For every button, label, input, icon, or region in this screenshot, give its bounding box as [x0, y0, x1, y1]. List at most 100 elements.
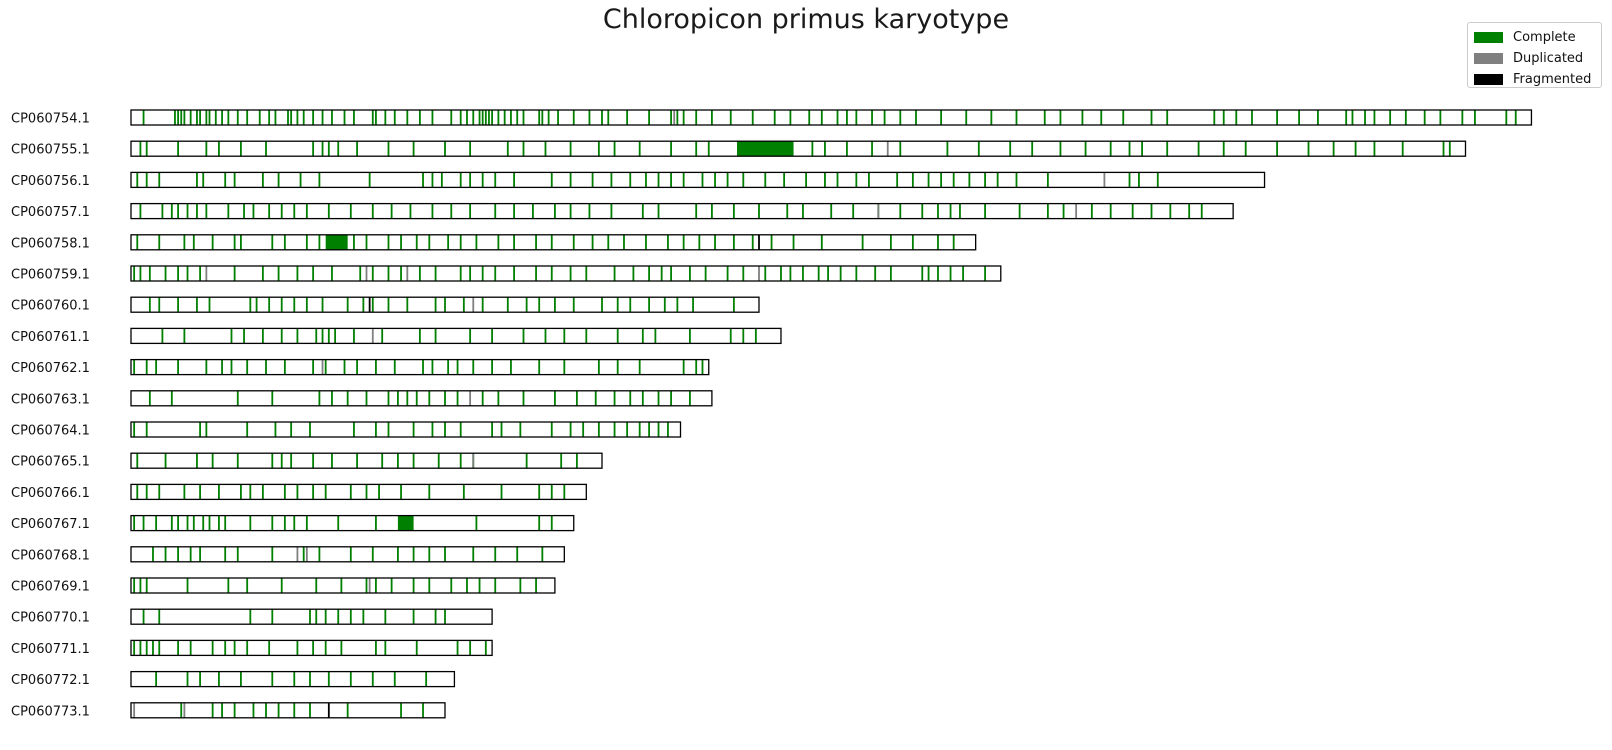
complete-gene-mark: [183, 328, 186, 344]
complete-gene-mark: [227, 203, 230, 219]
complete-gene-cluster: [325, 234, 348, 250]
complete-gene-mark: [312, 141, 315, 157]
chromosome-row: CP060761.1: [11, 327, 782, 345]
complete-gene-mark: [431, 110, 434, 125]
complete-gene-mark: [158, 640, 161, 656]
complete-gene-mark: [450, 110, 453, 125]
complete-gene-mark: [196, 110, 198, 125]
duplicated-gene-mark: [758, 266, 760, 281]
complete-gene-mark: [786, 203, 789, 219]
complete-gene-mark: [246, 422, 249, 437]
complete-gene-mark: [711, 110, 713, 125]
complete-gene-mark: [861, 234, 864, 250]
complete-gene-mark: [174, 110, 176, 125]
chromosome-outline: [130, 546, 565, 563]
complete-gene-mark: [158, 609, 161, 625]
complete-gene-mark: [265, 359, 267, 375]
complete-gene-mark: [309, 702, 311, 718]
complete-gene-mark: [1081, 110, 1084, 125]
complete-gene-mark: [613, 422, 616, 437]
complete-gene-mark: [1059, 141, 1062, 157]
complete-gene-mark: [654, 328, 657, 344]
complete-gene-mark: [177, 546, 179, 562]
complete-gene-mark: [148, 390, 151, 406]
complete-gene-mark: [836, 110, 839, 125]
complete-gene-mark: [318, 234, 321, 250]
complete-gene-mark: [500, 422, 503, 437]
complete-gene-mark: [327, 203, 330, 219]
complete-gene-mark: [459, 453, 462, 469]
complete-gene-mark: [233, 702, 236, 718]
complete-gene-mark: [365, 390, 368, 406]
complete-gene-mark: [199, 266, 201, 281]
complete-gene-mark: [412, 578, 415, 593]
complete-gene-mark: [287, 110, 289, 125]
complete-gene-mark: [692, 297, 694, 313]
complete-gene-mark: [177, 515, 179, 531]
complete-gene-mark: [393, 359, 396, 375]
complete-gene-mark: [349, 484, 352, 500]
complete-gene-mark: [1009, 141, 1012, 157]
complete-gene-mark: [491, 110, 493, 125]
chromosome-outline: [130, 577, 556, 594]
complete-gene-mark: [186, 578, 189, 593]
complete-gene-mark: [802, 203, 804, 219]
duplicated-gene-mark: [472, 453, 475, 469]
complete-gene-mark: [434, 609, 437, 625]
complete-gene-mark: [466, 110, 468, 125]
complete-gene-mark: [937, 203, 939, 219]
legend-item-duplicated: Duplicated: [1474, 48, 1601, 69]
complete-gene-mark: [459, 110, 462, 125]
complete-gene-mark: [186, 266, 189, 281]
complete-gene-mark: [183, 484, 186, 500]
complete-gene-mark: [290, 453, 293, 469]
complete-gene-mark: [538, 110, 541, 125]
complete-gene-mark: [145, 422, 148, 437]
complete-gene-mark: [283, 484, 286, 500]
complete-gene-mark: [927, 266, 930, 281]
complete-gene-mark: [205, 359, 208, 375]
complete-gene-mark: [1015, 172, 1018, 188]
complete-gene-mark: [569, 422, 572, 437]
complete-gene-mark: [645, 172, 647, 188]
complete-gene-mark: [491, 359, 493, 375]
complete-gene-mark: [434, 297, 437, 313]
complete-gene-mark: [437, 453, 440, 469]
complete-gene-mark: [701, 172, 704, 188]
complete-gene-mark: [362, 609, 365, 625]
complete-gene-mark: [513, 266, 515, 281]
complete-gene-mark: [177, 266, 179, 281]
complete-gene-mark: [792, 234, 795, 250]
chromosome-row: CP060767.1: [11, 514, 575, 532]
complete-gene-mark: [911, 234, 914, 250]
complete-gene-mark: [1018, 203, 1021, 219]
complete-gene-mark: [613, 266, 616, 281]
complete-gene-mark: [321, 328, 324, 344]
complete-gene-mark: [516, 110, 519, 125]
complete-gene-mark: [522, 110, 525, 125]
complete-gene-mark: [243, 203, 245, 219]
complete-gene-mark: [1373, 141, 1376, 157]
complete-gene-mark: [541, 110, 544, 125]
complete-gene-mark: [406, 390, 409, 406]
complete-gene-mark: [324, 609, 327, 625]
complete-gene-cluster: [737, 141, 794, 157]
complete-gene-mark: [349, 609, 352, 625]
complete-gene-mark: [302, 110, 305, 125]
complete-gene-mark: [682, 110, 685, 125]
complete-gene-mark: [1222, 141, 1225, 157]
complete-gene-mark: [136, 234, 139, 250]
complete-gene-mark: [641, 390, 644, 406]
complete-gene-mark: [236, 453, 239, 469]
complete-gene-mark: [337, 515, 340, 531]
complete-gene-mark: [874, 266, 877, 281]
complete-gene-mark: [915, 110, 917, 125]
complete-gene-mark: [481, 297, 484, 313]
complete-gene-mark: [538, 297, 541, 313]
complete-gene-mark: [136, 453, 139, 469]
complete-gene-mark: [340, 578, 343, 593]
complete-gene-mark: [497, 110, 500, 125]
chromosome-label: CP060754.1: [11, 112, 90, 127]
complete-gene-mark: [585, 328, 588, 344]
complete-gene-mark: [321, 297, 324, 313]
